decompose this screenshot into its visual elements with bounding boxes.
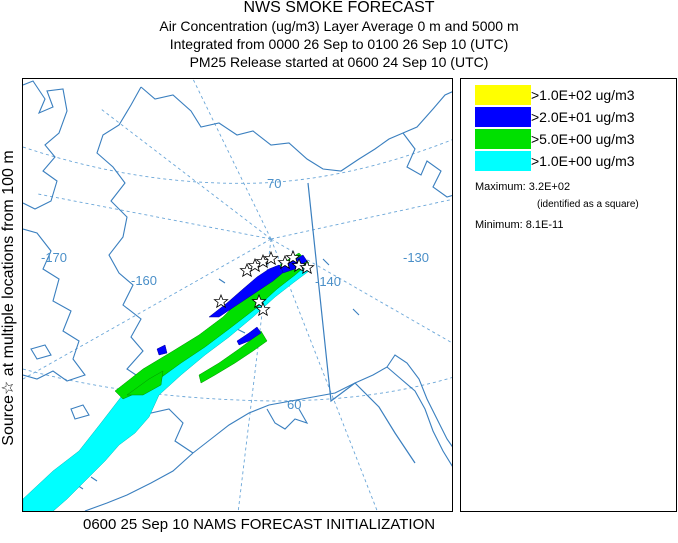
siberia-coast bbox=[23, 80, 68, 210]
legend-swatch-cyan bbox=[475, 151, 531, 171]
southeast-panhandle bbox=[386, 354, 452, 448]
forecast-title: NWS SMOKE FORECAST bbox=[243, 0, 435, 16]
legend-label: >5.0E+00 ug/m3 bbox=[531, 131, 635, 147]
nunivak-island bbox=[70, 404, 90, 420]
lon-label-140: -140 bbox=[315, 274, 341, 289]
siberia-bay bbox=[23, 228, 86, 382]
meridian-line bbox=[237, 238, 272, 511]
kenai-coast bbox=[266, 408, 309, 430]
parallel-70 bbox=[23, 139, 452, 184]
source-side-label: Source☆ at multiple locations from 100 m bbox=[0, 150, 17, 446]
international-border bbox=[307, 182, 416, 464]
meridian-line bbox=[270, 198, 452, 240]
forecast-initialization: 0600 25 Sep 10 NAMS FORECAST INITIALIZAT… bbox=[83, 516, 436, 533]
plume-blue-south bbox=[236, 326, 262, 346]
release-start: PM25 Release started at 0600 24 Sep 10 (… bbox=[189, 54, 489, 70]
legend-label: >1.0E+00 ug/m3 bbox=[531, 153, 635, 169]
lon-label-130: -130 bbox=[403, 250, 429, 265]
legend-label: >1.0E+02 ug/m3 bbox=[531, 87, 635, 103]
smoke-map: -170 -160 -140 -130 70 60 bbox=[23, 79, 452, 511]
source-star bbox=[213, 293, 229, 309]
integration-period: Integrated from 0000 26 Sep to 0100 26 S… bbox=[169, 36, 509, 52]
aleutian-arc bbox=[84, 452, 194, 511]
plume-green-tail bbox=[126, 370, 164, 396]
legend-swatch-green bbox=[475, 129, 531, 149]
legend-swatch-yellow bbox=[475, 85, 531, 105]
source-star bbox=[299, 259, 315, 275]
source-star bbox=[263, 250, 279, 266]
legend-swatch-blue bbox=[475, 107, 531, 127]
maximum-value: Maximum: 3.2E+02 bbox=[475, 181, 571, 193]
parallels bbox=[23, 139, 452, 402]
source-star bbox=[255, 301, 271, 317]
lat-label-70: 70 bbox=[267, 176, 281, 191]
source-markers bbox=[213, 249, 315, 317]
canada-islands bbox=[402, 132, 452, 198]
meridian-line bbox=[192, 79, 272, 240]
maximum-note: (identified as a square) bbox=[537, 199, 639, 210]
legend-panel: >1.0E+02 ug/m3 >2.0E+01 ug/m3 >5.0E+00 u… bbox=[460, 78, 677, 512]
meridian-line bbox=[270, 238, 452, 344]
source-star bbox=[285, 249, 301, 265]
parallel-60 bbox=[23, 368, 452, 402]
plume-blue-spot bbox=[156, 344, 168, 356]
map-panel[interactable]: -170 -160 -140 -130 70 60 bbox=[22, 78, 453, 512]
lon-label-170: -170 bbox=[41, 250, 67, 265]
concentration-subtitle: Air Concentration (ug/m3) Layer Average … bbox=[159, 18, 519, 34]
lon-label-160: -160 bbox=[131, 273, 157, 288]
alaska-north-coast bbox=[140, 86, 452, 172]
source-star bbox=[291, 257, 307, 273]
meridian-line bbox=[37, 193, 272, 240]
st-lawrence-island bbox=[30, 344, 52, 360]
plume-green-south bbox=[198, 330, 268, 384]
minimum-value: Minimum: 8.1E-11 bbox=[475, 219, 564, 231]
gulf-coast bbox=[192, 366, 452, 467]
legend-label: >2.0E+01 ug/m3 bbox=[531, 109, 635, 125]
smoke-plume-blue bbox=[156, 254, 308, 356]
inland-lakes bbox=[218, 258, 360, 334]
lat-label-60: 60 bbox=[287, 397, 301, 412]
